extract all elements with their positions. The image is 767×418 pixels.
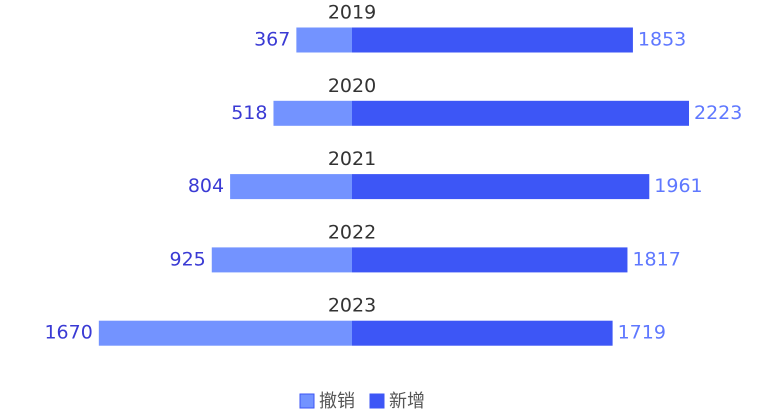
year-label: 2021 [328, 148, 376, 170]
year-label: 2020 [328, 75, 376, 97]
legend-swatch [299, 393, 315, 409]
bar [352, 100, 690, 126]
value-label: 1961 [654, 175, 702, 197]
value-label: 1817 [632, 248, 680, 270]
year-label: 2019 [328, 2, 376, 24]
bar [352, 320, 613, 346]
value-label: 1853 [638, 29, 686, 51]
bar [296, 27, 352, 53]
value-label: 1719 [618, 322, 666, 344]
legend-label: 新增 [389, 391, 425, 412]
value-label: 2223 [694, 102, 742, 124]
bar [273, 100, 352, 126]
value-label: 925 [170, 248, 206, 270]
year-label: 2022 [328, 221, 376, 243]
value-label: 367 [254, 29, 290, 51]
bar [352, 174, 650, 200]
bar [352, 27, 633, 53]
bar [98, 320, 352, 346]
year-label: 2023 [328, 295, 376, 317]
bar [230, 174, 352, 200]
value-label: 804 [188, 175, 224, 197]
value-label: 1670 [44, 322, 92, 344]
value-label: 518 [231, 102, 267, 124]
bar [211, 247, 352, 273]
bar [352, 247, 628, 273]
legend-swatch [369, 393, 385, 409]
legend-label: 撤销 [319, 391, 355, 412]
